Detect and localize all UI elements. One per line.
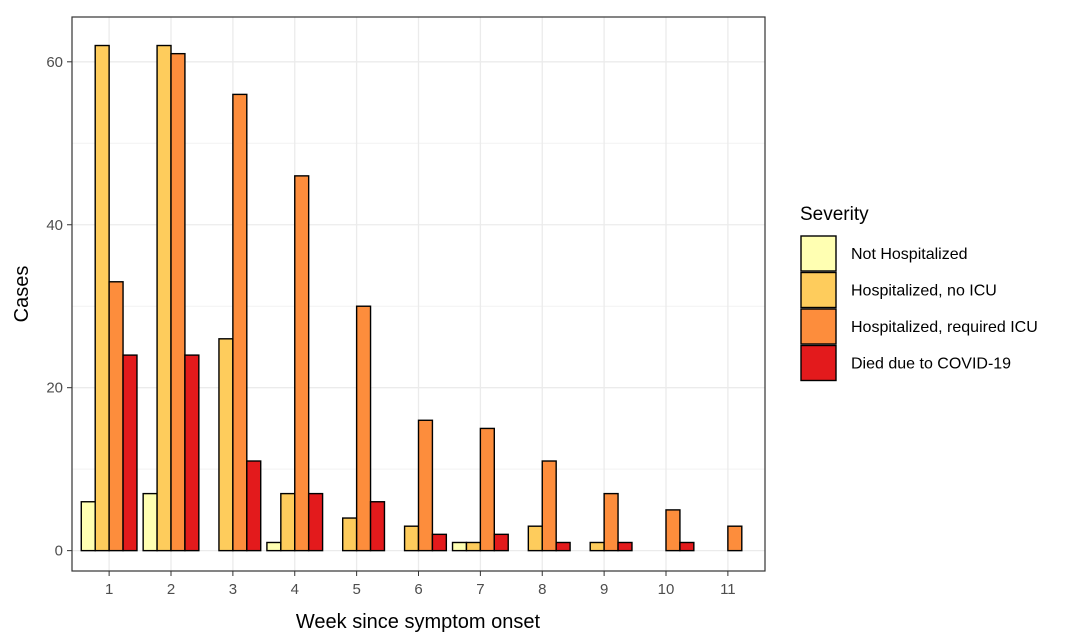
- bar: [170, 52, 186, 552]
- bar: [156, 44, 172, 552]
- legend-swatch: [800, 308, 837, 345]
- bar: [355, 305, 372, 552]
- bar: [527, 525, 543, 552]
- legend-label: Hospitalized, required ICU: [851, 319, 1038, 336]
- axes: 0 20 40 60 1 2 3 4 5 6 7 8 9 10 11: [46, 54, 735, 598]
- bar: [294, 175, 310, 552]
- x-tick-label: 2: [167, 581, 175, 598]
- bar: [493, 533, 509, 552]
- legend-label: Died due to COVID-19: [851, 356, 1011, 373]
- x-tick-label: 11: [720, 581, 736, 598]
- legend-label: Hospitalized, no ICU: [851, 283, 997, 300]
- legend-label: Not Hospitalized: [851, 246, 968, 263]
- y-tick-label: 60: [46, 54, 63, 71]
- y-tick-label: 0: [55, 543, 63, 560]
- bar: [431, 533, 448, 552]
- legend: Severity Not Hospitalized Hospitalized, n…: [800, 204, 1038, 382]
- bar: [479, 427, 495, 552]
- bar: [218, 338, 234, 552]
- bar: [266, 541, 282, 552]
- x-tick-label: 1: [105, 581, 113, 598]
- bar: [555, 541, 571, 552]
- legend-swatch: [800, 235, 837, 272]
- x-tick-label: 10: [658, 581, 675, 598]
- bar: [232, 93, 248, 552]
- y-tick-label: 40: [46, 217, 63, 234]
- x-axis-title: Week since symptom onset: [296, 611, 541, 633]
- bar: [617, 541, 633, 552]
- bar: [342, 517, 358, 552]
- x-tick-label: 5: [352, 581, 360, 598]
- bar: [727, 525, 743, 552]
- bar: [403, 525, 420, 552]
- bar: [541, 460, 557, 552]
- bar: [679, 541, 695, 552]
- bar: [246, 460, 262, 552]
- bar: [451, 541, 468, 552]
- y-axis-title: Cases: [11, 266, 33, 323]
- legend-title: Severity: [800, 204, 869, 225]
- bar: [122, 354, 138, 552]
- bar: [184, 354, 200, 552]
- bar: [142, 492, 158, 552]
- x-tick-label: 9: [600, 581, 608, 598]
- x-tick-label: 6: [414, 581, 422, 598]
- bar: [465, 541, 482, 552]
- x-tick-label: 4: [291, 581, 299, 598]
- bar: [108, 281, 124, 552]
- legend-swatch: [800, 271, 837, 309]
- bar: [94, 44, 110, 552]
- bar: [665, 509, 681, 552]
- bar: [369, 501, 386, 552]
- bar: [80, 501, 96, 552]
- bar: [603, 492, 619, 552]
- bar: [307, 492, 324, 552]
- bars: [80, 44, 743, 552]
- x-tick-label: 7: [476, 581, 484, 598]
- legend-swatch: [800, 344, 837, 382]
- bar: [589, 541, 605, 552]
- x-tick-label: 3: [229, 581, 237, 598]
- y-tick-label: 20: [46, 380, 63, 397]
- bar: [280, 492, 296, 552]
- bar: [417, 419, 434, 552]
- x-tick-label: 8: [538, 581, 546, 598]
